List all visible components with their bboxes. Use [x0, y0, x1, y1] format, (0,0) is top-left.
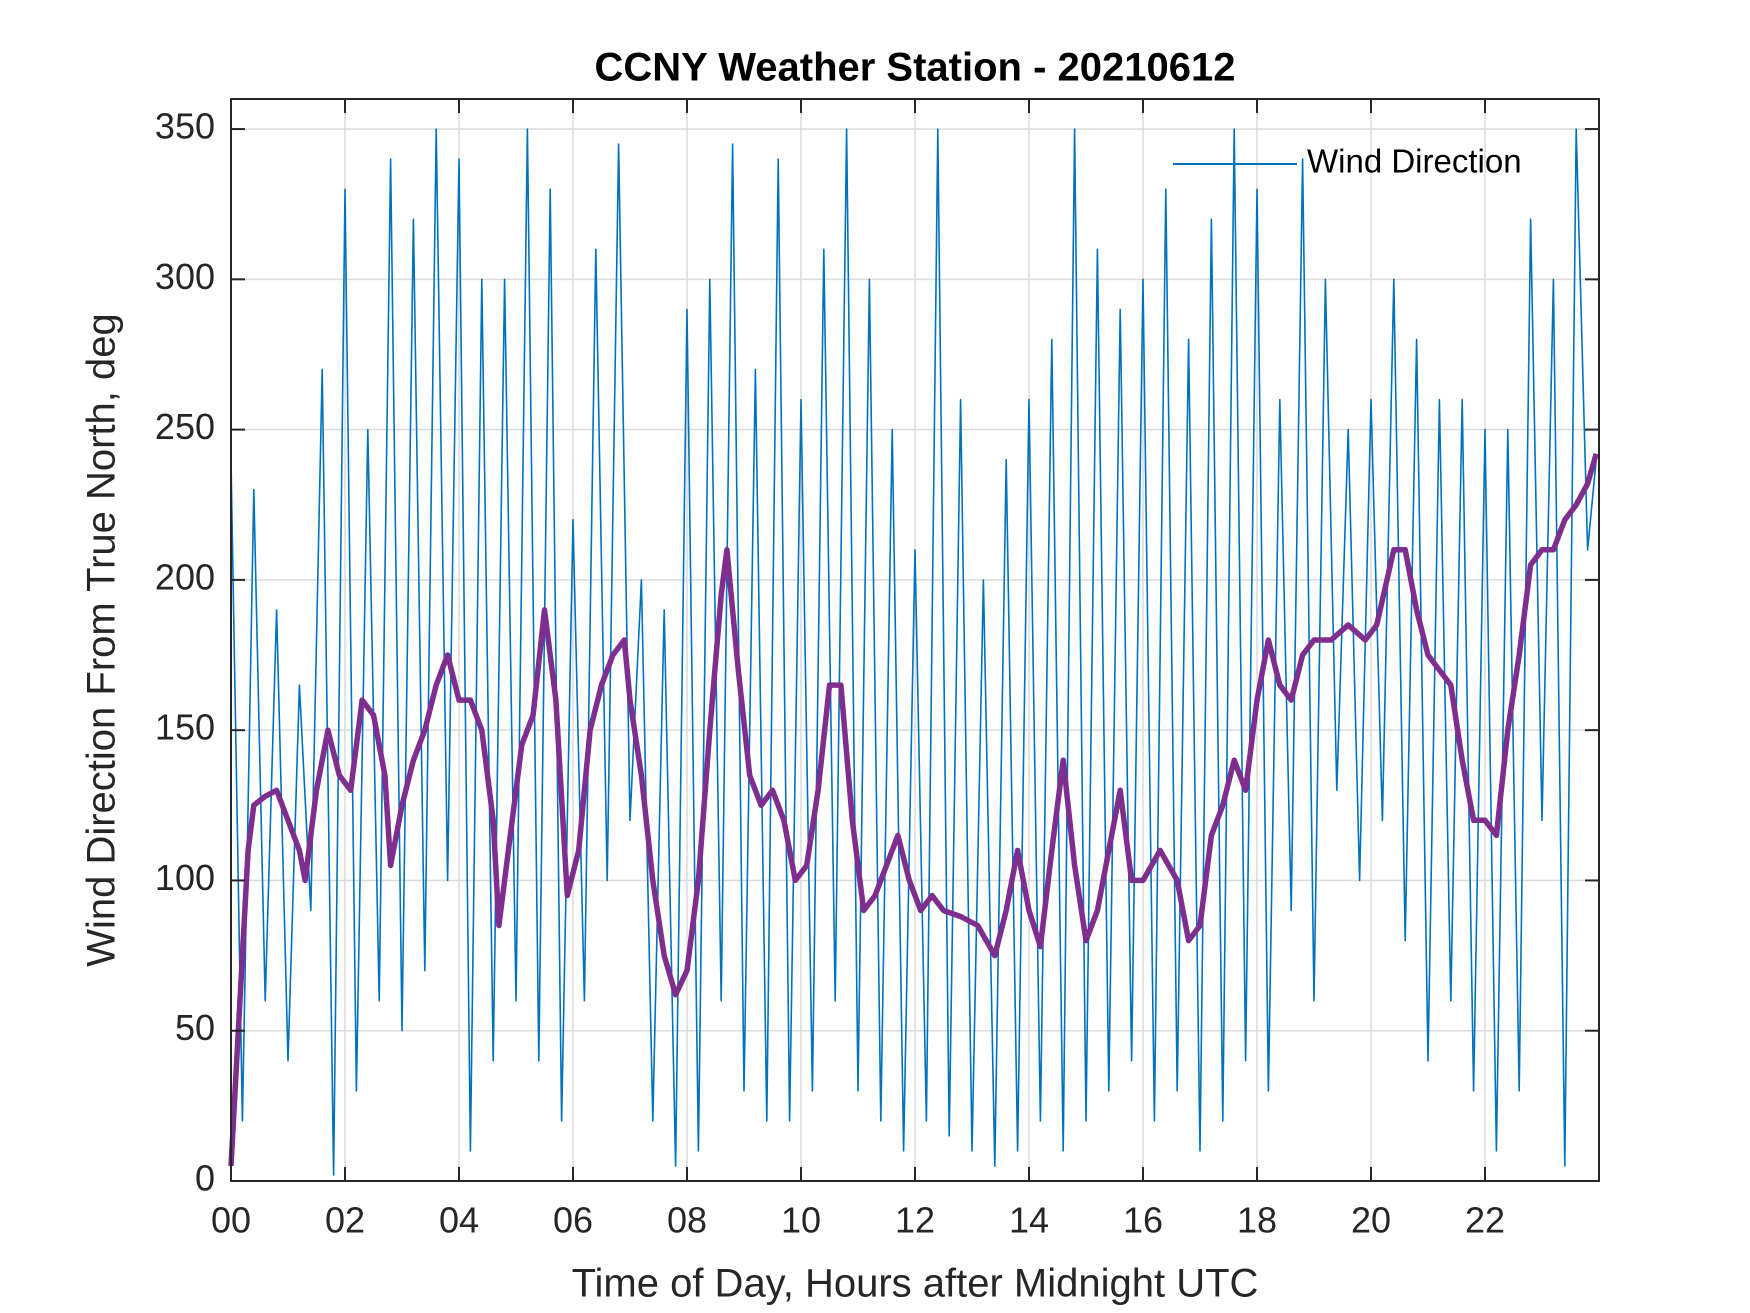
x-tick-label: 12: [895, 1200, 935, 1241]
y-tick-label: 50: [175, 1007, 215, 1048]
y-tick-label: 150: [155, 707, 215, 748]
legend-label: Wind Direction: [1307, 143, 1522, 180]
x-tick-label: 08: [667, 1200, 707, 1241]
x-axis-label: Time of Day, Hours after Midnight UTC: [572, 1262, 1259, 1306]
y-tick-label: 250: [155, 406, 215, 447]
y-tick-label: 200: [155, 556, 215, 597]
x-tick-label: 04: [439, 1200, 479, 1241]
x-tick-label: 20: [1351, 1200, 1391, 1241]
series-line: [230, 128, 1597, 1176]
x-tick-label: 02: [325, 1200, 365, 1241]
x-tick-label: 18: [1237, 1200, 1277, 1241]
x-tick-label: 06: [553, 1200, 593, 1241]
y-tick-label: 100: [155, 857, 215, 898]
axes: 00 02 04 06 08 10 12 14 16 18 20 22 0 50 100 150 200 250 3…: [155, 98, 1600, 1241]
x-tick-label: 14: [1009, 1200, 1049, 1241]
y-tick-label: 350: [155, 106, 215, 147]
plot-area: [228, 128, 1599, 1176]
x-tick-label: 22: [1465, 1200, 1505, 1241]
y-tick-label: 0: [195, 1158, 215, 1199]
x-tick-label: 16: [1123, 1200, 1163, 1241]
axes-box: [230, 98, 1600, 1182]
chart-title: CCNY Weather Station - 20210612: [595, 46, 1236, 90]
y-tick-label: 300: [155, 256, 215, 297]
y-axis-label: Wind Direction From True North, deg: [80, 313, 124, 967]
x-tick-label: 00: [211, 1200, 251, 1241]
series-line: [228, 452, 1599, 1167]
x-tick-label: 10: [781, 1200, 821, 1241]
